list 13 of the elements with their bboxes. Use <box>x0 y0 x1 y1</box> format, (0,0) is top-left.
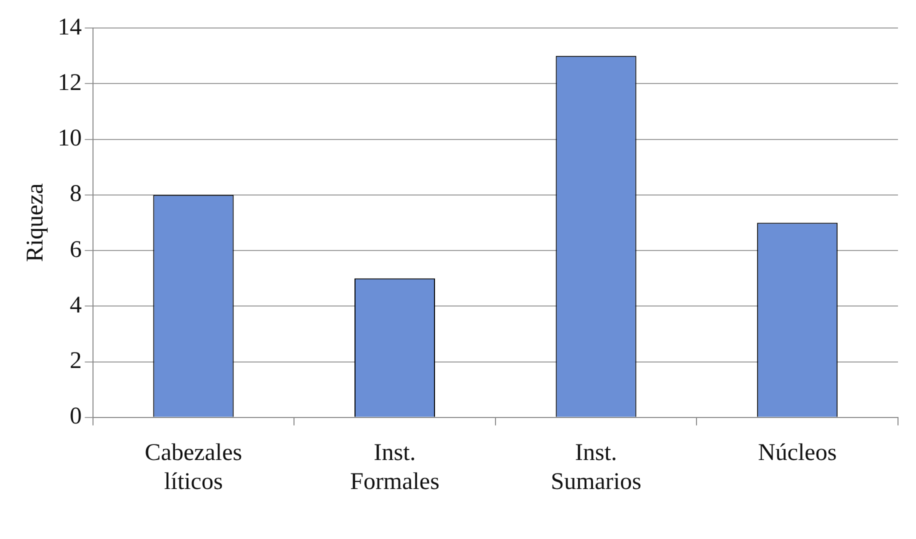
y-tick-label: 2 <box>70 348 82 374</box>
y-tick-label: 10 <box>58 126 82 152</box>
y-tick-label: 12 <box>58 70 82 96</box>
y-tick-label: 8 <box>70 181 82 208</box>
y-tick-label: 14 <box>58 14 82 40</box>
x-tick-label: Núcleos <box>758 440 837 466</box>
x-tick-label: Inst. Sumarios <box>550 440 642 495</box>
x-tick-label: Cabezales líticos <box>144 440 242 495</box>
y-tick-label: 6 <box>70 236 82 263</box>
x-tick-label: Inst. Formales <box>350 440 440 495</box>
y-tick-label: 4 <box>70 292 82 318</box>
y-axis-title: Riqueza <box>22 183 49 262</box>
y-tick-label: 0 <box>70 404 82 430</box>
